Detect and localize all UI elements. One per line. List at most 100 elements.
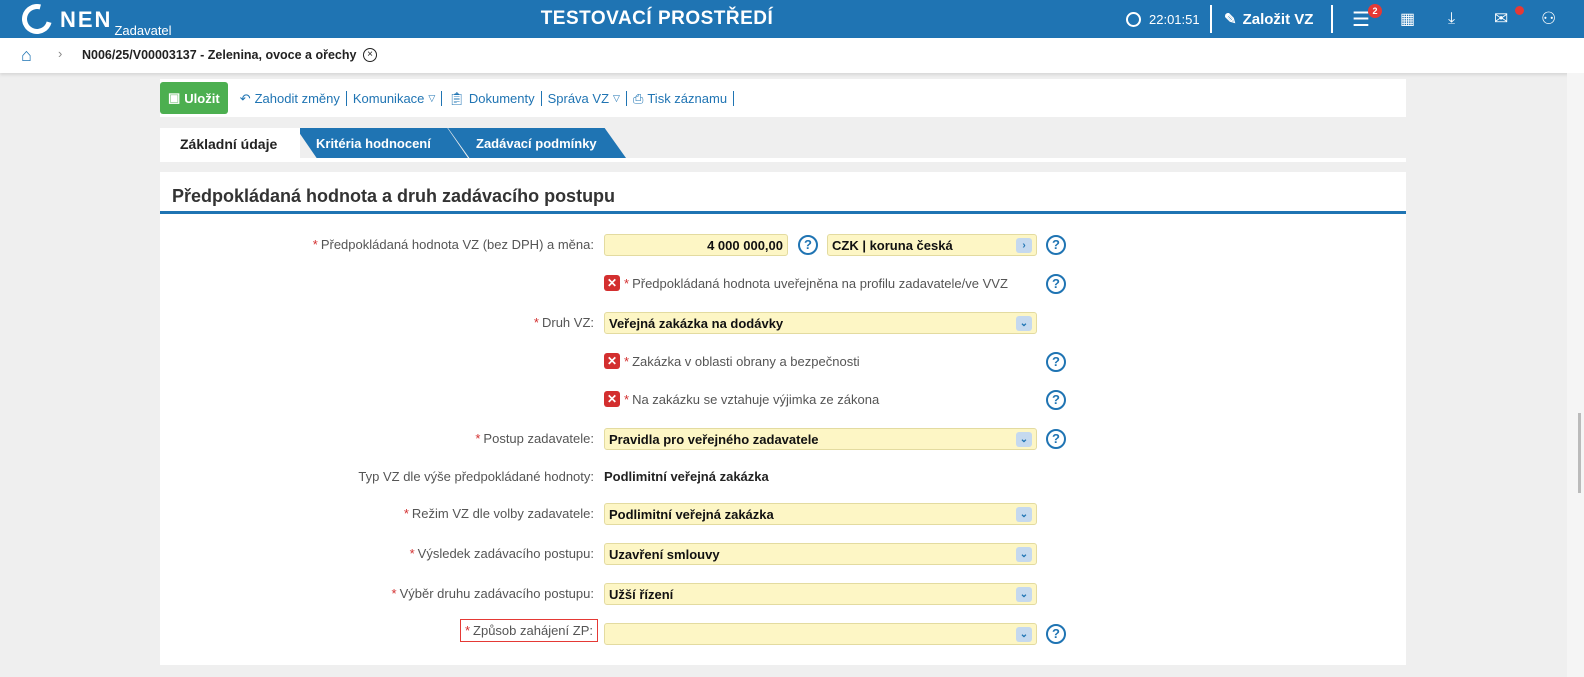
scrollbar-thumb[interactable] [1578, 413, 1581, 493]
discard-label: Zahodit změny [254, 90, 340, 106]
help-icon[interactable]: ? [1046, 390, 1066, 410]
breadcrumb-item[interactable]: N006/25/V00003137 - Zelenina, ovoce a oř… [82, 48, 357, 62]
row-type: * Druh VZ: Veřejná zakázka na dodávky ⌄ [160, 312, 1406, 334]
row-procedure: * Postup zadavatele: Pravidla pro veřejné… [160, 428, 1406, 450]
logo-text: NEN [60, 7, 113, 32]
logo-subtitle: Zadavatel [114, 23, 172, 38]
mail-icon[interactable]: ✉ [1494, 9, 1509, 28]
row-exception-check: ✕ * Na zakázku se vztahuje výjimka ze zák… [160, 389, 1406, 411]
help-icon[interactable]: ? [1046, 429, 1066, 449]
download-icon[interactable]: ⤓ [1448, 10, 1456, 27]
clock-time: 22:01:51 [1149, 11, 1200, 27]
checkbox-unchecked-icon[interactable]: ✕ [604, 391, 620, 407]
label-text: Režim VZ dle volby zadavatele: [411, 506, 594, 521]
management-menu[interactable]: Správa VZ ▽ [542, 90, 627, 106]
documents-button[interactable]: 📋︎ Dokumenty [442, 90, 542, 106]
row-procedure-kind: * Výběr druhu zadávacího postupu: Užší ří… [160, 583, 1406, 605]
row-result: * Výsledek zadávacího postupu: Uzavření s… [160, 543, 1406, 565]
scrollbar[interactable] [1567, 73, 1584, 677]
field-label: Typ VZ dle výše předpokládané hodnoty: [358, 469, 594, 484]
tab-underline [160, 158, 1406, 162]
create-vz-label: Založit VZ [1242, 10, 1314, 28]
checkbox-unchecked-icon[interactable]: ✕ [604, 275, 620, 291]
label-text: Zakázka v oblasti obrany a bezpečnosti [632, 354, 860, 369]
environment-title: TESTOVACÍ PROSTŘEDÍ [540, 8, 774, 29]
home-icon[interactable]: ⌂ [21, 45, 32, 65]
select-value: Veřejná zakázka na dodávky [609, 316, 784, 331]
chevron-down-icon: ⌄ [1016, 587, 1032, 602]
tab-zadavaci-podminky[interactable]: Zadávací podmínky [448, 128, 626, 158]
menu-icon[interactable]: ☰ [1352, 8, 1370, 31]
procedure-select[interactable]: Pravidla pro veřejného zadavatele ⌄ [604, 428, 1037, 450]
toolbar: ▣ Uložit ↶ Zahodit změny Komunikace ▽ 📋︎ Dok… [160, 79, 1406, 117]
chevron-down-icon: ⌄ [1016, 627, 1032, 642]
user-icon[interactable]: ⚇ [1541, 9, 1557, 28]
edit-icon: ✎ [1224, 11, 1237, 28]
divider [1331, 5, 1333, 33]
triangle-down-icon: ▽ [613, 92, 620, 103]
help-icon[interactable]: ? [798, 235, 818, 255]
help-icon[interactable]: ? [1046, 624, 1066, 644]
nen-logo[interactable]: NEN Zadavatel [16, 0, 172, 40]
type-select[interactable]: Veřejná zakázka na dodávky ⌄ [604, 312, 1037, 334]
checkbox-label: * Předpokládaná hodnota uveřejněna na pro… [624, 276, 1008, 291]
start-method-select[interactable]: ⌄ [604, 623, 1037, 645]
row-estimated-value: * Předpokládaná hodnota VZ (bez DPH) a mě… [160, 234, 1406, 256]
floppy-icon: ▣ [168, 90, 181, 105]
row-type-by-value: Typ VZ dle výše předpokládané hodnoty: P… [160, 466, 1406, 488]
tab-kriteria-hodnoceni[interactable]: Kritéria hodnocení [296, 128, 468, 158]
section-title: Předpokládaná hodnota a druh zadávacího … [172, 186, 616, 206]
select-value: Uzavření smlouvy [609, 547, 720, 562]
undo-icon: ↶ [239, 90, 251, 106]
triangle-down-icon: ▽ [428, 92, 436, 103]
help-icon[interactable]: ? [1046, 352, 1066, 372]
breadcrumb: ⌂ › N006/25/V00003137 - Zelenina, ovoce … [0, 38, 1584, 73]
currency-value: CZK | koruna česká [832, 238, 953, 253]
management-label: Správa VZ [547, 90, 610, 106]
row-defense-check: ✕ * Zakázka v oblasti obrany a bezpečnost… [160, 351, 1406, 373]
field-label: * Výběr druhu zadávacího postupu: [391, 586, 594, 601]
checkbox-unchecked-icon[interactable]: ✕ [604, 353, 620, 369]
chevron-right-icon: › [58, 46, 63, 61]
currency-select[interactable]: CZK | koruna česká › [827, 234, 1037, 256]
notification-badge: 2 [1368, 4, 1382, 18]
label-text: Na zakázku se vztahuje výjimka ze zákona [632, 392, 880, 407]
procedure-kind-select[interactable]: Užší řízení ⌄ [604, 583, 1037, 605]
mail-unread-dot [1515, 6, 1524, 15]
communication-label: Komunikace [352, 90, 425, 106]
estimated-value-input[interactable]: 4 000 000,00 [604, 234, 788, 256]
save-button[interactable]: ▣ Uložit [160, 82, 228, 114]
label-text: Předpokládaná hodnota VZ (bez DPH) a měn… [320, 237, 594, 252]
communication-menu[interactable]: Komunikace ▽ [347, 90, 443, 106]
create-vz-button[interactable]: ✎ Založit VZ [1224, 0, 1313, 38]
label-text: Postup zadavatele: [483, 431, 594, 446]
checkbox-label: * Na zakázku se vztahuje výjimka ze zákon… [624, 392, 880, 407]
help-icon[interactable]: ? [1046, 274, 1066, 294]
tab-label: Základní údaje [180, 136, 278, 152]
row-published-check: ✕ * Předpokládaná hodnota uveřejněna na p… [160, 273, 1406, 295]
tab-zakladni-udaje[interactable]: Základní údaje [160, 128, 300, 158]
help-icon[interactable]: ? [1046, 235, 1066, 255]
printer-icon: ⎙ [632, 90, 644, 106]
form-section: Předpokládaná hodnota a druh zadávacího … [160, 172, 1406, 665]
select-value: Pravidla pro veřejného zadavatele [609, 432, 819, 447]
result-select[interactable]: Uzavření smlouvy ⌄ [604, 543, 1037, 565]
save-label: Uložit [184, 90, 220, 106]
tab-label: Zadávací podmínky [476, 136, 597, 151]
discard-changes-button[interactable]: ↶ Zahodit změny [234, 90, 347, 106]
label-text: Způsob zahájení ZP: [473, 623, 593, 638]
row-regime: * Režim VZ dle volby zadavatele: Podlimit… [160, 503, 1406, 525]
regime-select[interactable]: Podlimitní veřejná zakázka ⌄ [604, 503, 1037, 525]
clipboard-icon: 📋︎ [448, 90, 465, 106]
chevron-right-icon: › [1016, 238, 1032, 253]
documents-label: Dokumenty [468, 90, 535, 106]
clock: 22:01:51 [1126, 0, 1200, 38]
calendar-icon[interactable]: ▦ [1400, 11, 1416, 28]
section-divider [160, 211, 1406, 214]
close-icon[interactable]: × [363, 48, 377, 62]
print-button[interactable]: ⎙ Tisk záznamu [627, 90, 735, 106]
label-text: Výběr druhu zadávacího postupu: [399, 586, 594, 601]
label-text: Předpokládaná hodnota uveřejněna na prof… [632, 276, 1008, 291]
label-text: Výsledek zadávacího postupu: [417, 546, 594, 561]
chevron-down-icon: ⌄ [1016, 432, 1032, 447]
